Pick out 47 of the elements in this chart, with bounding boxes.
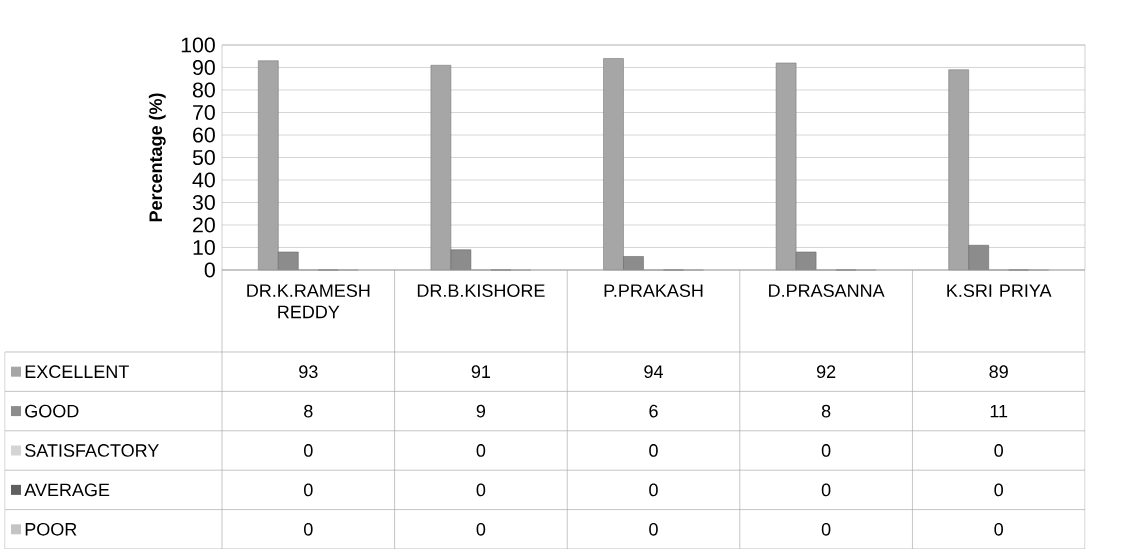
- x-tick-label: DR.K.RAMESH REDDY: [247, 284, 370, 319]
- data-label: 0: [476, 444, 486, 457]
- y-tick-label: 100: [181, 37, 215, 53]
- y-tick-label: 30: [192, 194, 215, 211]
- data-label: 11: [990, 404, 1008, 418]
- legend-label: AVERAGE: [24, 483, 110, 497]
- data-label: 0: [304, 444, 313, 457]
- data-label: 0: [476, 483, 486, 497]
- y-tick-label: 70: [193, 104, 215, 121]
- data-label: 9: [476, 404, 486, 418]
- data-label: 0: [649, 483, 658, 497]
- legend-label: POOR: [25, 522, 77, 536]
- data-label: 0: [821, 444, 831, 457]
- legend-label: EXCELLENT: [25, 365, 129, 379]
- y-axis-title: Percentage (%): [148, 93, 166, 222]
- y-tick-label: 20: [193, 217, 215, 233]
- x-tick-label: K.SRI PRIYA: [947, 284, 1052, 297]
- data-label: 0: [304, 483, 313, 497]
- data-label: 0: [821, 483, 831, 497]
- data-label: 6: [649, 404, 658, 418]
- x-tick-label: P.PRAKASH: [604, 284, 703, 297]
- data-label: 0: [649, 522, 658, 536]
- legend-label: SATISFACTORY: [25, 444, 159, 457]
- x-tick-label: DR.B.KISHORE: [417, 284, 545, 297]
- y-tick-label: 90: [193, 59, 215, 76]
- data-label: 94: [644, 365, 663, 379]
- y-tick-label: 10: [193, 239, 215, 256]
- data-label: 91: [471, 365, 491, 379]
- data-label: 93: [299, 365, 318, 379]
- data-label: 0: [994, 522, 1003, 536]
- data-label: 8: [304, 404, 313, 418]
- data-label: 0: [476, 522, 486, 536]
- legend-label: GOOD: [25, 404, 79, 418]
- data-label: 0: [304, 522, 313, 536]
- y-tick-label: 40: [192, 172, 215, 188]
- data-label: 0: [994, 483, 1003, 497]
- x-tick-label: D.PRASANNA: [769, 284, 885, 297]
- y-tick-label: 50: [192, 149, 215, 166]
- data-label: 89: [989, 365, 1008, 379]
- data-label: 0: [994, 444, 1003, 457]
- data-label: 92: [816, 365, 836, 379]
- data-label: 0: [649, 444, 658, 457]
- y-tick-label: 60: [193, 127, 215, 143]
- data-label: 8: [821, 404, 831, 418]
- y-tick-label: 0: [204, 262, 215, 278]
- y-tick-label: 80: [192, 82, 215, 98]
- data-label: 0: [821, 522, 831, 536]
